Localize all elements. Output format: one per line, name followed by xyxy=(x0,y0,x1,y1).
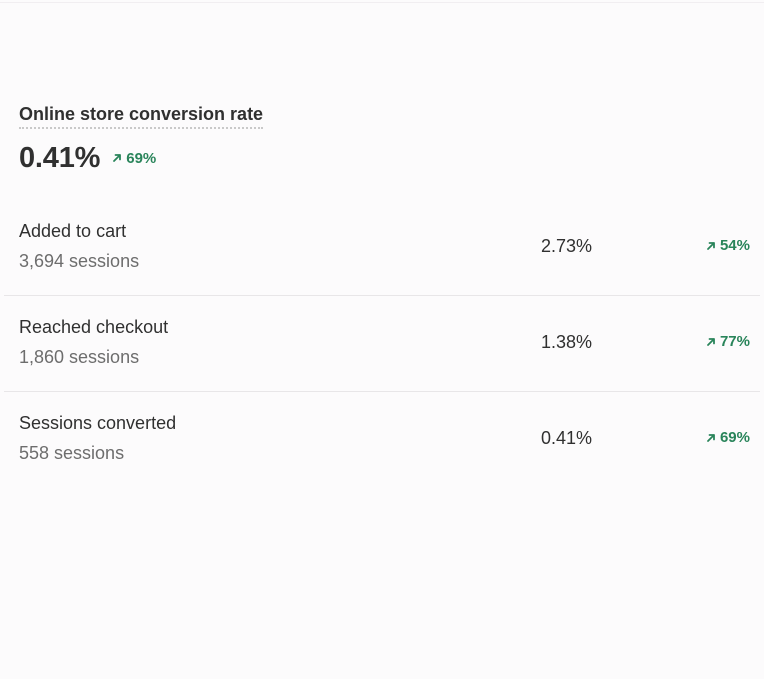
top-divider xyxy=(0,2,764,3)
row-trend-badge: 54% xyxy=(706,237,750,254)
metric-trend-badge: 69% xyxy=(112,150,156,167)
row-sessions: 3,694 sessions xyxy=(19,251,140,271)
arrow-up-right-icon xyxy=(112,153,122,163)
row-label: Added to cart xyxy=(19,221,127,241)
row-trend-value: 77% xyxy=(719,333,750,350)
metric-trend-value: 69% xyxy=(126,149,157,167)
row-rate: 1.38% xyxy=(540,332,592,352)
row-rate: 0.41% xyxy=(540,428,592,448)
funnel-row-added-to-cart: Added to cart 3,694 sessions 2.73% 54% xyxy=(4,200,760,296)
funnel-row-sessions-converted: Sessions converted 558 sessions 0.41% 69… xyxy=(4,392,760,487)
row-sessions: 558 sessions xyxy=(19,443,125,463)
row-trend-badge: 69% xyxy=(706,429,750,446)
row-trend-value: 69% xyxy=(719,429,750,446)
row-trend-badge: 77% xyxy=(706,333,750,350)
arrow-up-right-icon xyxy=(706,337,716,347)
row-label: Sessions converted xyxy=(19,413,177,433)
funnel-breakdown-list: Added to cart 3,694 sessions 2.73% 54% R… xyxy=(4,200,760,487)
metric-title[interactable]: Online store conversion rate xyxy=(19,103,264,129)
row-label: Reached checkout xyxy=(19,317,169,337)
metric-summary: 0.41% 69% xyxy=(19,140,156,176)
funnel-row-reached-checkout: Reached checkout 1,860 sessions 1.38% 77… xyxy=(4,296,760,392)
row-sessions: 1,860 sessions xyxy=(19,347,140,367)
row-rate: 2.73% xyxy=(540,236,592,256)
metric-value: 0.41% xyxy=(19,142,101,174)
arrow-up-right-icon xyxy=(706,433,716,443)
row-trend-value: 54% xyxy=(719,237,750,254)
arrow-up-right-icon xyxy=(706,241,716,251)
